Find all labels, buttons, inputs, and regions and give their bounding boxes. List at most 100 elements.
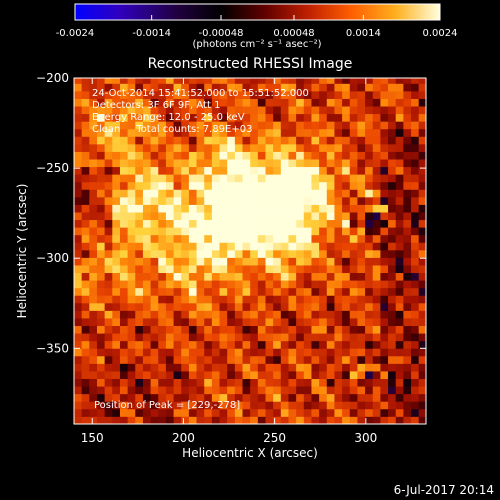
heatmap-cell: [418, 386, 426, 395]
heatmap-cell: [357, 227, 366, 236]
heatmap-cell: [173, 151, 182, 160]
heatmap-cell: [234, 159, 243, 168]
heatmap-cell: [142, 90, 151, 99]
colorbar-tick-label: -0.0024: [56, 28, 95, 39]
heatmap-cell: [288, 174, 297, 183]
heatmap-cell: [150, 401, 159, 410]
heatmap-cell: [89, 333, 98, 342]
heatmap-cell: [181, 310, 190, 319]
heatmap-cell: [188, 287, 197, 296]
heatmap-cell: [150, 340, 159, 349]
heatmap-cell: [257, 302, 266, 311]
heatmap-cell: [296, 280, 305, 289]
heatmap-cell: [104, 363, 113, 372]
heatmap-cell: [158, 166, 167, 175]
heatmap-cell: [273, 113, 282, 122]
heatmap-cell: [104, 378, 113, 387]
heatmap-cell: [250, 363, 259, 372]
heatmap-cell: [296, 408, 305, 417]
heatmap-cell: [181, 272, 190, 281]
heatmap-cell: [311, 265, 320, 274]
heatmap-cell: [357, 249, 366, 258]
heatmap-cell: [135, 318, 144, 327]
heatmap-cell: [265, 310, 274, 319]
heatmap-cell: [365, 143, 374, 152]
heatmap-cell: [211, 121, 220, 130]
heatmap-cell: [326, 128, 335, 137]
heatmap-cell: [357, 204, 366, 213]
heatmap-cell: [173, 348, 182, 357]
heatmap-cell: [257, 78, 266, 84]
heatmap-cell: [96, 159, 106, 168]
heatmap-cell: [250, 280, 259, 289]
heatmap-cell: [165, 159, 174, 168]
heatmap-cell: [349, 310, 358, 319]
heatmap-cell: [418, 234, 426, 243]
heatmap-cell: [158, 318, 167, 327]
heatmap-cell: [265, 355, 274, 364]
heatmap-cell: [349, 143, 358, 152]
heatmap-cell: [204, 181, 213, 190]
heatmap-cell: [81, 83, 90, 92]
heatmap-cell: [319, 106, 328, 115]
heatmap-cell: [112, 78, 121, 84]
heatmap-cell: [234, 227, 243, 236]
heatmap-cell: [380, 249, 389, 258]
heatmap-cell: [311, 136, 320, 145]
heatmap-cell: [265, 121, 274, 130]
heatmap-cell: [372, 90, 381, 99]
heatmap-cell: [388, 257, 397, 266]
heatmap-cell: [158, 181, 167, 190]
heatmap-cell: [342, 355, 351, 364]
heatmap-cell: [188, 348, 197, 357]
heatmap-cell: [211, 98, 220, 107]
heatmap-cell: [165, 371, 174, 379]
heatmap-cell: [242, 196, 251, 205]
heatmap-cell: [319, 348, 328, 357]
heatmap-cell: [142, 348, 151, 357]
heatmap-cell: [219, 159, 228, 168]
heatmap-cell: [372, 78, 381, 84]
heatmap-cell: [96, 401, 106, 410]
heatmap-cell: [173, 136, 182, 145]
heatmap-cell: [334, 121, 343, 130]
heatmap-cell: [388, 121, 397, 130]
heatmap-cell: [234, 302, 243, 311]
heatmap-cell: [219, 219, 228, 228]
heatmap-cell: [173, 83, 182, 92]
heatmap-cell: [188, 242, 197, 251]
heatmap-cell: [273, 90, 282, 99]
heatmap-cell: [311, 348, 320, 357]
heatmap-cell: [112, 416, 121, 424]
heatmap-cell: [250, 340, 259, 349]
heatmap-cell: [112, 106, 121, 115]
heatmap-cell: [74, 363, 83, 372]
heatmap-cell: [273, 265, 282, 274]
heatmap-cell: [395, 181, 404, 190]
heatmap-cell: [418, 204, 426, 213]
heatmap-cell: [204, 128, 213, 137]
heatmap-cell: [380, 78, 389, 84]
heatmap-cell: [342, 265, 351, 274]
heatmap-cell: [242, 265, 251, 274]
heatmap-cell: [334, 348, 343, 357]
heatmap-cell: [119, 371, 129, 379]
heatmap-cell: [357, 98, 366, 107]
heatmap-cell: [257, 348, 266, 357]
heatmap-cell: [311, 234, 320, 243]
heatmap-cell: [273, 371, 282, 379]
heatmap-cell: [380, 90, 389, 99]
heatmap-cell: [158, 257, 167, 266]
heatmap-cell: [334, 280, 343, 289]
heatmap-cell: [104, 227, 113, 236]
heatmap-cell: [158, 348, 167, 357]
heatmap-cell: [349, 212, 358, 221]
heatmap-cell: [227, 212, 236, 221]
heatmap-cell: [411, 378, 420, 387]
heatmap-cell: [365, 83, 374, 92]
heatmap-cell: [227, 249, 236, 258]
heatmap-cell: [135, 333, 144, 342]
heatmap-cell: [119, 181, 129, 190]
heatmap-cell: [234, 393, 243, 402]
heatmap-cell: [112, 234, 121, 243]
